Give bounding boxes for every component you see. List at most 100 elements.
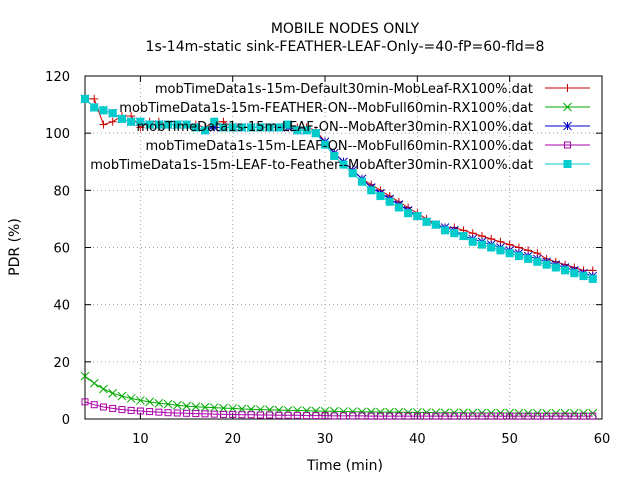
data-point <box>413 412 421 420</box>
data-point <box>145 120 154 129</box>
data-point <box>330 152 339 161</box>
data-point <box>533 412 541 420</box>
data-point <box>90 103 99 112</box>
y-tick-label: 120 <box>45 70 70 85</box>
data-point <box>127 117 136 126</box>
data-point <box>524 254 533 263</box>
data-point <box>423 412 431 420</box>
series-line <box>84 401 593 417</box>
data-point <box>563 160 572 168</box>
data-point <box>201 410 209 418</box>
data-point <box>515 412 523 420</box>
data-point <box>80 371 90 381</box>
chart-subtitle: 1s-14m-static sink-FEATHER-LEAF-Only-=40… <box>146 39 545 55</box>
data-point <box>192 410 200 418</box>
data-point <box>459 232 468 241</box>
data-point <box>589 412 597 420</box>
x-tick-label: 30 <box>317 432 334 447</box>
data-point <box>99 120 108 129</box>
data-point <box>117 114 126 123</box>
x-tick-label: 50 <box>501 432 518 447</box>
data-point <box>172 400 182 410</box>
data-point <box>303 412 311 420</box>
x-tick-label: 10 <box>132 432 149 447</box>
data-point <box>154 120 163 129</box>
data-point <box>182 401 191 411</box>
y-tick-label: 40 <box>53 299 70 314</box>
data-point <box>564 141 571 149</box>
data-point <box>99 384 108 394</box>
data-point <box>81 398 89 406</box>
data-point <box>339 160 348 169</box>
legend-entry: mobTimeData1s-15m-LEAF-ON--MobAfter30min… <box>136 120 590 135</box>
data-point <box>81 94 89 103</box>
data-point <box>136 117 145 126</box>
data-point <box>413 212 422 221</box>
data-point <box>154 398 164 408</box>
data-point <box>164 409 172 417</box>
y-tick-label: 20 <box>53 356 70 371</box>
data-point <box>496 412 504 420</box>
data-point <box>321 412 329 420</box>
x-axis-label: Time (min) <box>306 458 383 474</box>
data-point <box>126 394 136 403</box>
data-point <box>477 240 486 249</box>
data-point <box>209 403 219 412</box>
data-point <box>183 409 191 417</box>
data-point <box>275 411 283 419</box>
data-point <box>99 403 107 411</box>
data-point <box>580 412 588 420</box>
data-point <box>173 120 182 129</box>
data-point <box>247 411 255 419</box>
data-point <box>163 399 173 409</box>
series-2 <box>80 371 598 418</box>
data-point <box>118 406 126 414</box>
data-point <box>441 226 450 235</box>
data-point <box>478 412 486 420</box>
data-point <box>563 102 572 112</box>
data-point <box>367 186 376 195</box>
y-axis-label: PDR (%) <box>7 218 23 276</box>
data-point <box>357 177 366 186</box>
data-point <box>469 412 477 420</box>
data-point <box>219 123 228 132</box>
data-point <box>201 126 210 135</box>
legend-entry: mobTimeData1s-15m-LEAF-to-Feather--MobAf… <box>90 158 590 173</box>
data-point <box>108 117 117 126</box>
data-point <box>90 401 98 409</box>
data-point <box>191 402 201 412</box>
data-point <box>385 197 394 206</box>
data-point <box>524 412 532 420</box>
data-point <box>191 123 200 132</box>
data-point <box>109 404 117 412</box>
data-point <box>551 263 560 272</box>
data-point <box>367 412 375 420</box>
data-point <box>349 412 357 420</box>
data-point <box>155 408 163 416</box>
y-tick-label: 0 <box>62 413 70 428</box>
data-point <box>89 378 99 388</box>
legend-entry: mobTimeData1s-15m-LEAF-ON--MobFull60min-… <box>145 139 590 154</box>
data-point <box>108 388 118 398</box>
data-point <box>173 409 181 417</box>
data-point <box>460 412 468 420</box>
data-point <box>219 410 227 418</box>
data-point <box>182 120 191 129</box>
data-point <box>210 117 219 126</box>
data-point <box>441 412 449 420</box>
legend-entry: mobTimeData1s-15m-Default30min-MobLeaf-R… <box>155 82 590 97</box>
series-group <box>80 94 598 420</box>
data-point <box>117 391 127 401</box>
data-point <box>394 203 403 212</box>
data-point <box>450 412 458 420</box>
data-point <box>247 123 256 132</box>
data-point <box>136 407 144 415</box>
data-point <box>552 412 560 420</box>
data-point <box>136 396 145 405</box>
data-point <box>496 246 505 255</box>
data-point <box>432 412 440 420</box>
data-point <box>219 403 228 413</box>
data-point <box>487 243 496 252</box>
x-tick-label: 20 <box>224 432 241 447</box>
